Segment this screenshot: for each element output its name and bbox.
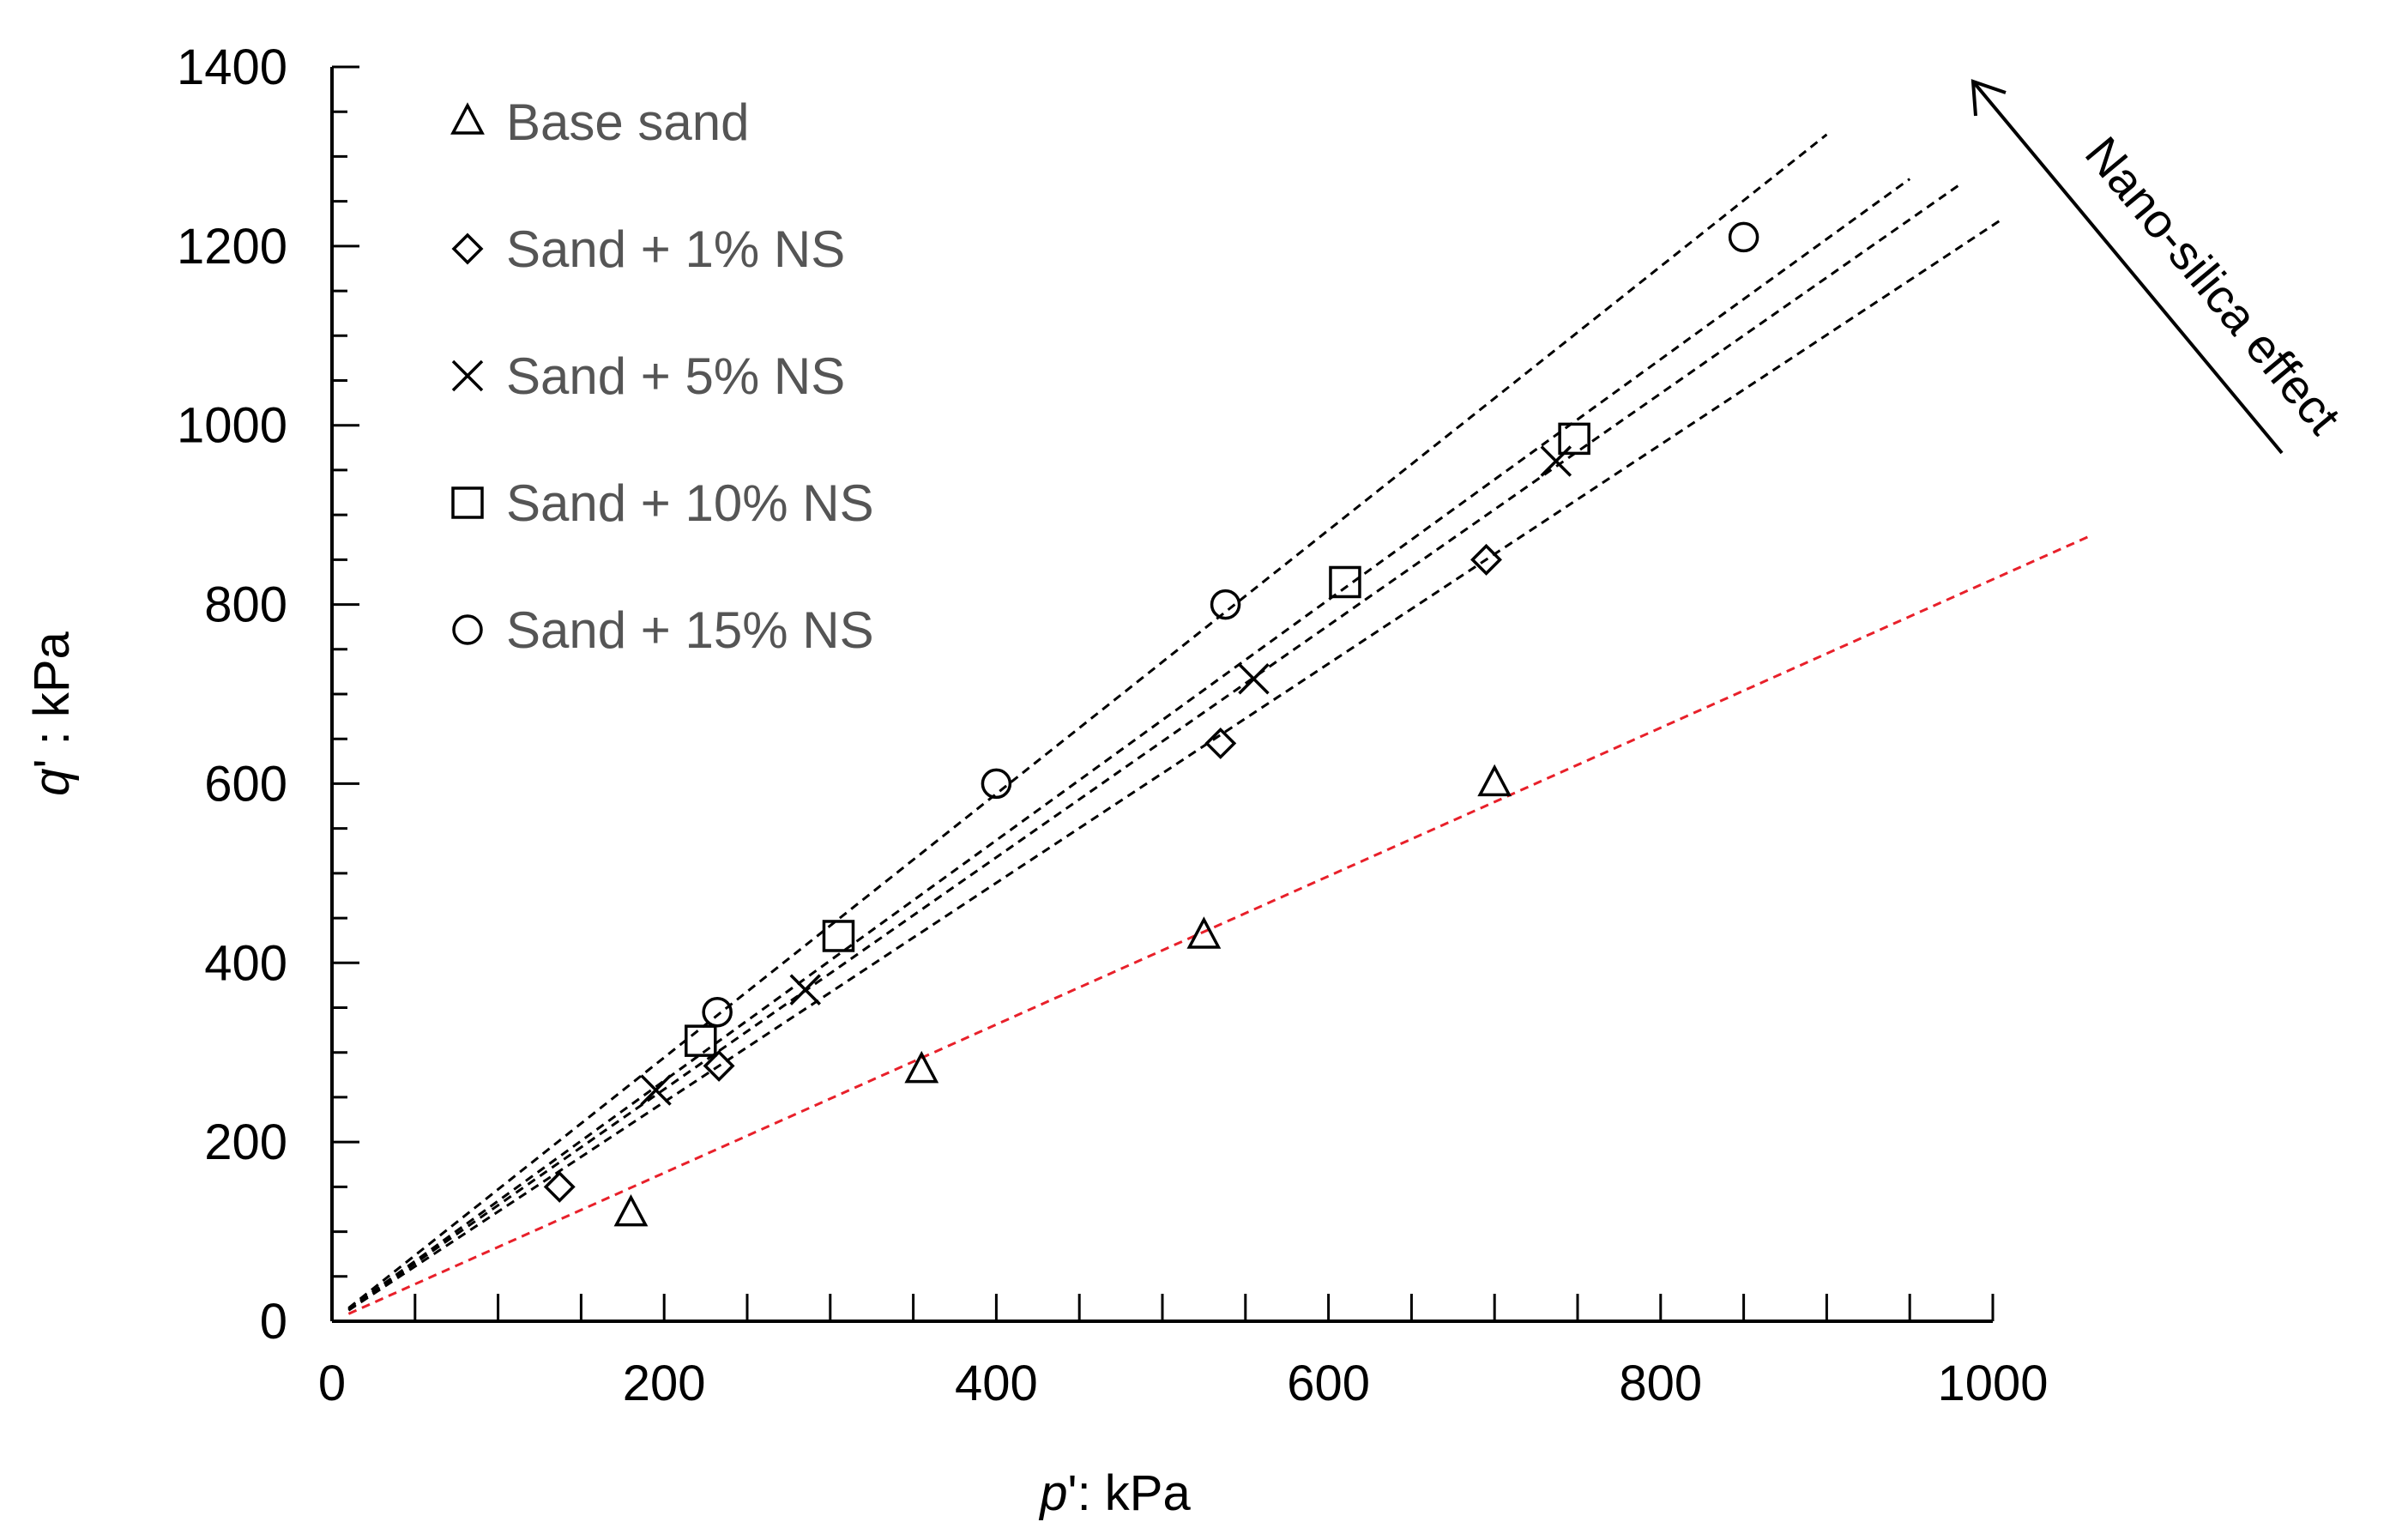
y-axis-unit: ' : kPa <box>24 631 80 768</box>
data-points <box>543 221 1759 1227</box>
point-square <box>1329 565 1361 599</box>
point-circle <box>702 996 733 1028</box>
point-triangle <box>613 1193 649 1227</box>
point-cross <box>1238 663 1270 695</box>
point-square <box>822 920 855 952</box>
y-tick-label: 400 <box>204 935 287 991</box>
series-2 <box>640 445 1572 1106</box>
point-triangle <box>1477 764 1512 797</box>
point-circle <box>1210 589 1241 620</box>
legend-label: Sand + 5% NS <box>506 347 845 405</box>
x-axis-unit: ': kPa <box>1068 1465 1192 1521</box>
trend-lines <box>347 133 2093 1315</box>
legend-label: Base sand <box>506 94 750 151</box>
y-tick-label: 1200 <box>177 219 287 275</box>
point-square <box>1558 422 1590 456</box>
trend-line-4 <box>347 133 1828 1309</box>
legend-label: Sand + 15% NS <box>506 601 874 659</box>
point-circle <box>981 768 1012 800</box>
legend: Base sand Sand + 1% NS Sand + 5% NS Sand + … <box>450 94 874 659</box>
axis-titles: p': kPa q' : kPa <box>24 631 1191 1521</box>
x-axis-title: p': kPa <box>1038 1465 1191 1521</box>
x-tick-label: 1000 <box>1937 1356 2048 1411</box>
trend-line-2 <box>347 184 1961 1311</box>
point-diamond <box>1470 543 1502 576</box>
legend-marker-cross <box>451 359 484 392</box>
annotation: Nano-silica effect <box>1970 79 2351 455</box>
nano-silica-arrow <box>1971 80 2284 455</box>
point-diamond <box>703 1049 735 1082</box>
point-triangle <box>1186 916 1222 949</box>
legend-marker-circle <box>452 614 483 645</box>
legend-marker-diamond <box>451 233 484 265</box>
y-tick-label: 1000 <box>177 398 287 454</box>
y-tick-label: 0 <box>260 1294 287 1350</box>
legend-marker-square <box>451 486 484 519</box>
y-tick-label: 200 <box>204 1114 287 1170</box>
point-cross <box>789 974 821 1006</box>
legend-label: Sand + 10% NS <box>506 474 874 532</box>
y-tick-label: 1400 <box>177 39 287 95</box>
legend-label: Sand + 1% NS <box>506 220 845 278</box>
point-circle <box>1728 221 1759 253</box>
x-tick-label: 400 <box>955 1356 1038 1411</box>
x-tick-label: 800 <box>1619 1356 1702 1411</box>
point-diamond <box>1204 727 1237 759</box>
y-axis-title: q' : kPa <box>24 631 80 795</box>
y-tick-label: 800 <box>204 577 287 633</box>
point-triangle <box>904 1050 939 1084</box>
x-tick-label: 200 <box>623 1356 706 1411</box>
x-tick-label: 600 <box>1287 1356 1370 1411</box>
point-cross <box>640 1074 672 1106</box>
trend-line-1 <box>347 218 2002 1312</box>
axes: 0 200 400 600 800 1000 0 200 400 600 800 1000 1200 14… <box>177 39 2049 1411</box>
trend-line-3 <box>347 178 1911 1311</box>
series-4 <box>702 221 1759 1028</box>
point-square <box>685 1024 717 1057</box>
point-cross <box>1540 445 1572 477</box>
series-1 <box>543 543 1502 1203</box>
y-tick-label: 600 <box>204 756 287 812</box>
nano-silica-effect-label: Nano-silica effect <box>2075 126 2351 444</box>
point-diamond <box>543 1170 576 1203</box>
series-3 <box>685 422 1590 1057</box>
series-0 <box>613 764 1512 1227</box>
x-axis-var: p <box>1038 1465 1067 1521</box>
trend-line-0 <box>347 534 2093 1315</box>
x-tick-label: 0 <box>318 1356 346 1411</box>
legend-marker-triangle <box>450 102 485 135</box>
nano-silica-arrowhead <box>1970 79 2007 117</box>
y-axis-var: q <box>24 769 80 796</box>
